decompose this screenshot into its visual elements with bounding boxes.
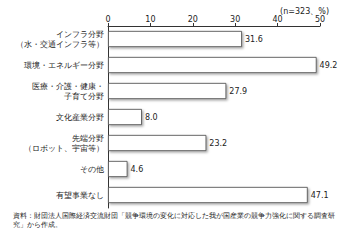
svg-text:その他: その他 [80, 165, 104, 174]
svg-text:4.6: 4.6 [131, 165, 144, 174]
svg-text:47.1: 47.1 [311, 191, 329, 200]
svg-text:究」から作成。: 究」から作成。 [13, 221, 62, 229]
svg-text:(n=323、%): (n=323、%) [280, 7, 329, 16]
svg-text:49.2: 49.2 [320, 61, 338, 70]
svg-text:27.9: 27.9 [229, 87, 247, 96]
svg-text:インフラ分野: インフラ分野 [56, 30, 104, 39]
svg-text:有望事業なし: 有望事業なし [56, 191, 104, 200]
svg-text:医療・介護・健康・: 医療・介護・健康・ [32, 82, 104, 91]
svg-text:資料：財団法人国際経済交流財団「競争環境の変化に対応した我が: 資料：財団法人国際経済交流財団「競争環境の変化に対応した我が国産業の競争力強化に… [13, 212, 335, 220]
svg-text:8.0: 8.0 [145, 113, 158, 122]
svg-text:20: 20 [188, 15, 198, 24]
svg-text:（ロボット、宇宙等）: （ロボット、宇宙等） [24, 144, 104, 153]
svg-text:子育て分野: 子育て分野 [64, 92, 104, 101]
svg-text:（水・交通インフラ等）: （水・交通インフラ等） [16, 40, 104, 49]
svg-text:23.2: 23.2 [209, 139, 227, 148]
svg-text:50: 50 [315, 15, 325, 24]
svg-text:文化産業分野: 文化産業分野 [56, 113, 104, 122]
svg-text:31.6: 31.6 [245, 35, 263, 44]
svg-text:10: 10 [145, 15, 155, 24]
svg-text:環境・エネルギー分野: 環境・エネルギー分野 [24, 61, 104, 70]
svg-text:40: 40 [273, 15, 283, 24]
svg-text:0: 0 [105, 15, 110, 24]
svg-text:30: 30 [230, 15, 240, 24]
svg-text:先端分野: 先端分野 [72, 134, 104, 143]
